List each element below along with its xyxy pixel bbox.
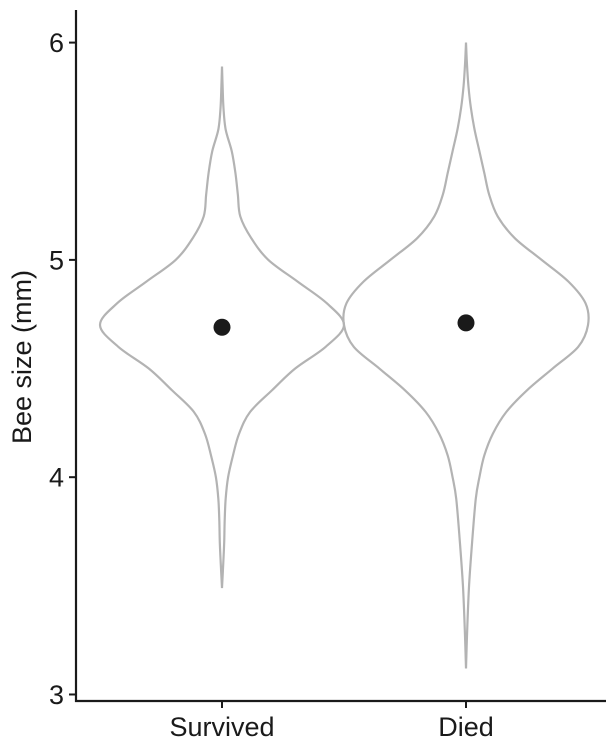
y-tick-label: 4 (49, 463, 64, 493)
violin-survived (98, 66, 346, 589)
x-axis: Survived Died (75, 699, 606, 742)
violin-died (342, 42, 590, 669)
y-tick-label: 3 (49, 680, 64, 710)
x-tick-label: Died (438, 712, 494, 742)
y-axis: 3 4 5 6 (49, 10, 78, 710)
x-tick-label: Survived (169, 712, 274, 742)
mean-point-died (457, 314, 475, 332)
y-tick-label: 6 (49, 28, 64, 58)
mean-point-survived (213, 318, 231, 336)
plot-area (98, 42, 590, 669)
y-axis-title: Bee size (mm) (7, 270, 37, 444)
y-tick-label: 5 (49, 245, 64, 275)
